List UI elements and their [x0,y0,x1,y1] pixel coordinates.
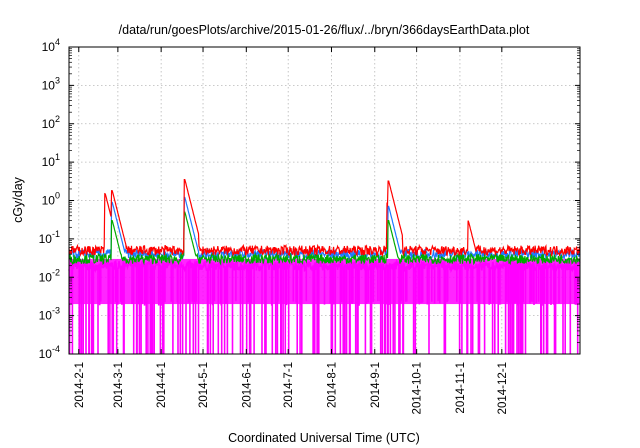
chart-title: /data/run/goesPlots/archive/2015-01-26/f… [119,23,530,37]
y-tick-label: 102 [42,114,60,131]
y-axis-label: cGy/day [11,176,25,223]
x-axis: 2014-2-1 2014-3-1 2014-4-1 2014-5-1 2014-6-1… [74,47,509,414]
y-tick-label: 100 [42,191,60,208]
x-tick-label: 2014-5-1 [198,362,210,408]
x-axis-label: Coordinated Universal Time (UTC) [228,431,420,445]
x-tick-label: 2014-6-1 [241,362,253,408]
series-band [69,258,580,305]
y-tick-label: 101 [42,152,60,169]
x-tick-label: 2014-3-1 [113,362,125,408]
x-tick-label: 2014-9-1 [370,362,382,408]
x-tick-label: 2014-12-1 [497,362,509,414]
x-tick-label: 2014-7-1 [283,362,295,408]
y-tick-label: 103 [42,75,60,92]
y-tick-label: 10-2 [39,267,60,284]
x-tick-label: 2014-2-1 [74,362,86,408]
y-tick-label: 10-3 [39,306,60,323]
y-tick-label: 104 [42,37,60,54]
series-line [68,211,581,266]
x-tick-label: 2014-8-1 [326,362,338,408]
x-tick-label: 2014-11-1 [455,362,467,414]
y-tick-label: 10-4 [39,344,60,361]
x-tick-label: 2014-10-1 [412,362,424,414]
y-tick-label: 10-1 [39,229,60,246]
series-layer [68,179,581,354]
series-line [68,179,581,258]
x-tick-label: 2014-4-1 [156,362,168,408]
